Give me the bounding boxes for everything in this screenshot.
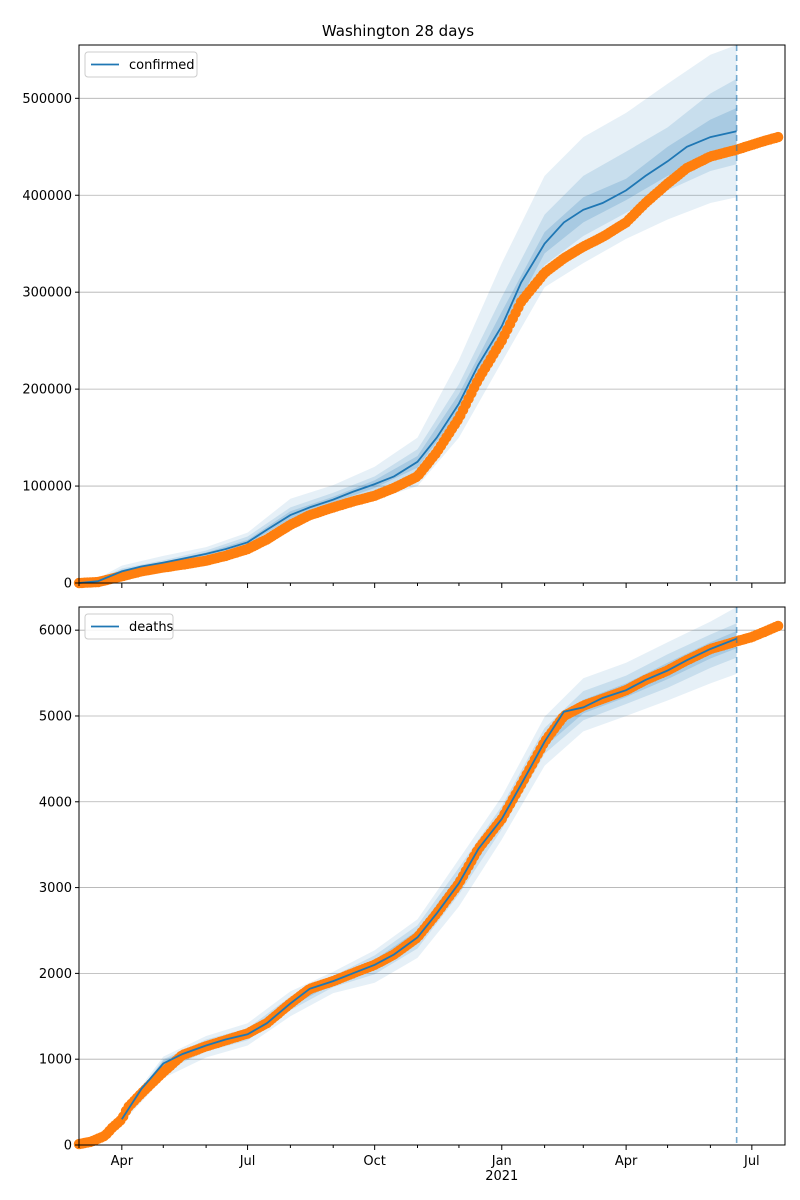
y-tick-label: 5000 [39,709,72,724]
y-tick-label: 3000 [39,881,72,896]
observed-point [772,131,784,143]
series-line-confirmed [78,130,737,584]
axes-frame [78,606,786,1146]
x-tick-label: Apr [615,1154,638,1169]
y-tick-label: 4000 [39,795,72,810]
legend: deaths [84,613,174,640]
uncertainty-band-outer [121,607,737,1124]
y-tick-label: 100000 [22,480,72,495]
confirmed-panel: Washington 28 days 0 100000 200000 300000 40… [22,22,786,592]
y-tick-label: 500000 [22,92,72,107]
y-tick-label: 400000 [22,189,72,204]
observed-point [772,620,784,632]
x-tick-label: Jul [239,1154,256,1169]
x-tick-label: Apr [111,1154,134,1169]
legend-label: confirmed [129,58,195,73]
legend-box [84,51,198,78]
y-tick-label: 2000 [39,967,72,982]
y-tick-label: 0 [64,1139,72,1154]
legend-label: deaths [129,620,174,635]
deaths-panel: 0 1000 2000 3000 4000 5000 6000 Apr Jul Oct Jan202… [39,606,786,1184]
axes-frame [78,44,786,584]
series-line-deaths [121,637,737,1120]
uncertainty-band-middle [121,623,737,1122]
observed-points [73,620,784,1150]
uncertainty-band-middle [98,78,737,584]
y-tick-label: 200000 [22,383,72,398]
x-tick-label: Jul [743,1154,760,1169]
chart-title: Washington 28 days [322,22,474,40]
x-tick-label: Jan [491,1154,512,1169]
x-tick-label: 2021 [485,1169,518,1184]
y-tick-label: 6000 [39,624,72,639]
legend: confirmed [84,51,198,78]
uncertainty-band-inner [98,108,737,583]
y-tick-label: 300000 [22,286,72,301]
y-tick-label: 1000 [39,1053,72,1068]
x-tick-label: Oct [363,1154,385,1169]
uncertainty-band-outer [98,45,737,583]
y-tick-label: 0 [64,577,72,592]
legend-box [84,613,174,640]
